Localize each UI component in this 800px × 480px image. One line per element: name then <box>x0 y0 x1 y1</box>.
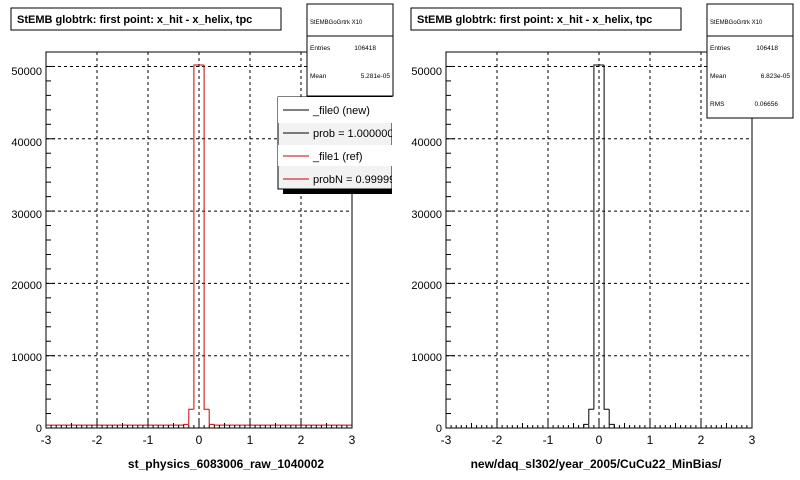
left-stats-entries-label: Entries <box>310 45 331 52</box>
right-xtick-label: 0 <box>596 433 603 447</box>
left-chart-title: StEMB globtrk: first point: x_hit - x_he… <box>17 14 252 26</box>
right-stats-box: StEMBGoGrtrk X10 Entries 106418 Mean 6.8… <box>706 3 794 119</box>
legend-label: prob = 1.000000 <box>313 128 393 140</box>
right-xaxis-label: new/daq_sl302/year_2005/CuCu22_MinBias/ <box>471 457 722 471</box>
histogram-bin <box>188 408 194 425</box>
legend-entry: _file1 (ref) <box>283 151 363 163</box>
histogram-bin <box>608 409 615 428</box>
histogram-bin <box>193 64 199 410</box>
left-histogram <box>45 64 353 428</box>
left-ytick-label: 30000 <box>11 209 42 221</box>
right-ytick-label: 20000 <box>411 280 442 292</box>
left-stats-entries-value: 106418 <box>354 45 376 52</box>
histogram-bin <box>588 408 594 425</box>
left-ytick-label: 0 <box>36 423 42 435</box>
right-ytick-label: 50000 <box>411 66 442 78</box>
left-ytick-label: 20000 <box>11 280 42 292</box>
histogram-bin <box>183 423 189 426</box>
left-xtick-label: -1 <box>143 433 154 447</box>
right-title-box: StEMB globtrk: first point: x_hit - x_he… <box>410 7 682 31</box>
left-grid <box>46 52 352 428</box>
right-xtick-label: 2 <box>698 433 705 447</box>
left-xtick-label: 2 <box>298 433 305 447</box>
legend-label: probN = 0.99999 <box>313 174 395 186</box>
right-ytick-label: 10000 <box>411 352 442 364</box>
legend-entry: _file0 (new) <box>283 105 370 117</box>
right-xtick-label: -3 <box>441 433 452 447</box>
right-panel: 0 10000 20000 30000 40000 50000 -3 -2 -1… <box>410 3 794 471</box>
left-ytick-label: 10000 <box>11 352 42 364</box>
right-ytick-label: 40000 <box>411 137 442 149</box>
right-stats-name: StEMBGoGrtrk X10 <box>710 20 763 26</box>
histogram-bin <box>213 424 220 426</box>
legend-label: _file1 (ref) <box>312 151 363 163</box>
left-xtick-label: 3 <box>349 433 356 447</box>
right-stats-entries-value: 106418 <box>756 45 778 52</box>
right-xtick-label: -1 <box>543 433 554 447</box>
legend-entry: prob = 1.000000 <box>283 128 393 140</box>
right-chart-title: StEMB globtrk: first point: x_hit - x_he… <box>417 14 652 26</box>
right-ytick-label: 0 <box>436 423 442 435</box>
left-ytick-label: 40000 <box>11 137 42 149</box>
right-stats-entries-label: Entries <box>710 45 731 52</box>
left-stats-box: StEMBGoGrtrk X10 Entries 106418 Mean 5.2… <box>306 3 394 97</box>
left-xtick-label: -3 <box>41 433 52 447</box>
left-ticks <box>45 51 353 429</box>
legend-label: _file0 (new) <box>312 105 370 117</box>
histogram-bin <box>208 409 215 425</box>
left-panel: 0 10000 20000 30000 40000 50000 -3 -2 -1… <box>10 3 402 471</box>
left-xtick-label: 1 <box>247 433 254 447</box>
right-stats-rms-value: 0.06656 <box>755 101 779 108</box>
left-xaxis-label: st_physics_6083006_raw_1040002 <box>128 457 324 471</box>
left-xtick-label: 0 <box>196 433 203 447</box>
histogram-bin <box>203 65 210 410</box>
left-stats-name: StEMBGoGrtrk X10 <box>310 20 363 26</box>
histogram-bin <box>593 64 599 410</box>
right-xtick-label: 3 <box>749 433 756 447</box>
left-ytick-label: 50000 <box>11 66 42 78</box>
right-stats-rms-label: RMS <box>710 101 725 108</box>
histogram-bin <box>603 65 610 410</box>
right-xtick-label: 1 <box>647 433 654 447</box>
right-xtick-label: -2 <box>492 433 503 447</box>
right-grid <box>446 52 752 428</box>
left-stats-mean-label: Mean <box>310 73 327 80</box>
legend-entry: probN = 0.99999 <box>283 174 395 186</box>
right-stats-mean-label: Mean <box>710 73 727 80</box>
right-stats-mean-value: 6.823e-05 <box>761 73 791 80</box>
right-ytick-label: 30000 <box>411 209 442 221</box>
left-legend: _file0 (new) prob = 1.000000 _file1 (ref… <box>277 96 402 197</box>
left-stats-mean-value: 5.281e-05 <box>361 73 391 80</box>
right-histogram <box>583 64 615 428</box>
right-ticks <box>445 51 753 429</box>
left-xtick-label: -2 <box>92 433 103 447</box>
histogram-bin <box>583 423 589 428</box>
left-title-box: StEMB globtrk: first point: x_hit - x_he… <box>10 7 282 31</box>
